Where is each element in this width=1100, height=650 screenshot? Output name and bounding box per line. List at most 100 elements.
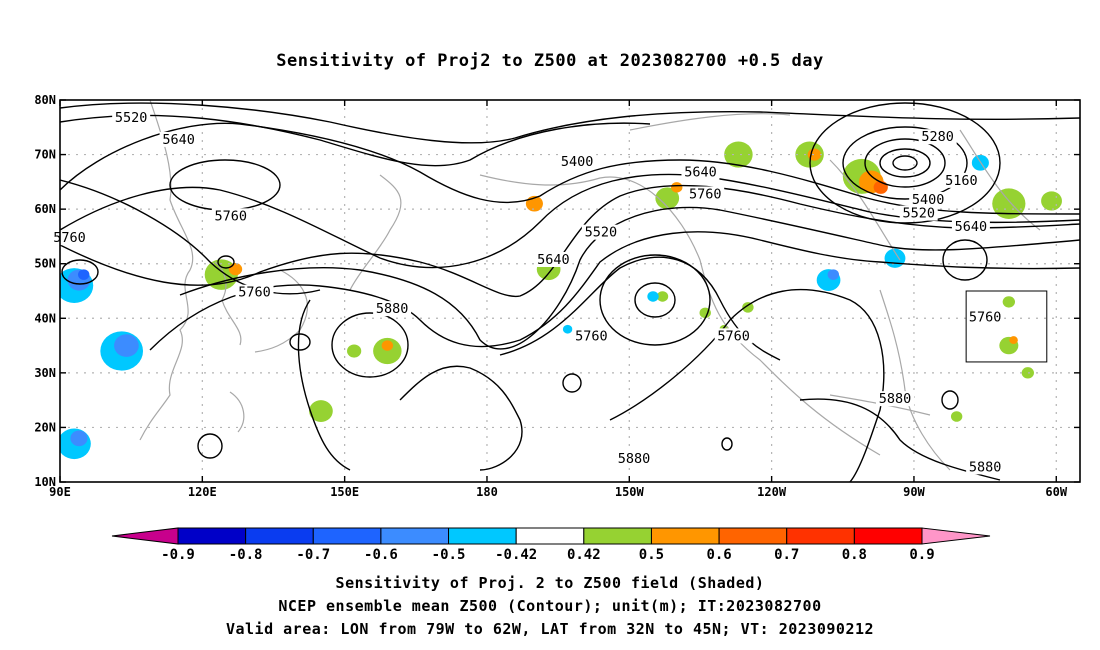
positive-sensitivity-patch: [992, 188, 1026, 219]
colorbar-bin: [448, 527, 517, 545]
contour-label-bg: [235, 284, 274, 300]
lon-tick-label: 120E: [188, 485, 217, 499]
lat-tick-label: 60N: [34, 202, 56, 216]
contour-label-text: 5760: [575, 328, 608, 344]
caption-line-2: NCEP ensemble mean Z500 (Contour); unit(…: [278, 597, 822, 615]
positive-sensitivity-patch: [309, 400, 333, 422]
contour-label-text: 5640: [537, 252, 570, 268]
positive-sensitivity-patch: [1002, 296, 1016, 308]
contour-label: 5760: [966, 309, 1005, 325]
colorbar-label: 0.7: [774, 547, 799, 563]
colorbar-bin: [380, 527, 450, 545]
negative-sensitivity-patch: [70, 430, 88, 447]
contour-label-bg: [966, 459, 1005, 475]
contour-label-text: 5400: [912, 192, 945, 208]
contour-label: 5760: [572, 328, 611, 344]
negative-sensitivity-patch: [827, 269, 839, 280]
colorbar-label: -0.9: [161, 547, 195, 563]
contour-label-bg: [681, 164, 720, 180]
contour-label-bg: [572, 328, 611, 344]
contour-label: 5400: [909, 191, 948, 208]
contour-label-bg: [875, 391, 914, 407]
colorbar-label: -0.6: [364, 547, 398, 563]
colorbar-label: 0.8: [842, 547, 867, 563]
contour-label: 5520: [581, 224, 620, 241]
colorbar-bin: [312, 527, 382, 545]
contour-label: 5880: [615, 451, 654, 467]
contour-label-bg: [714, 328, 753, 344]
contour-label-text: 5520: [585, 225, 618, 241]
contour-label-text: 5520: [115, 110, 148, 126]
colorbar: -0.9 -0.8 -0.7 -0.6 -0.5 -0.42 0.42 0.5 0.6 0.7 0.…: [111, 527, 991, 563]
positive-sensitivity-patch: [655, 187, 680, 210]
contour-label: 5640: [681, 164, 720, 181]
contour-label-text: 5880: [969, 459, 1002, 475]
contour-label-text: 5520: [902, 206, 935, 222]
contour-label-text: 5640: [162, 132, 195, 148]
contour-label-text: 5880: [618, 451, 651, 467]
contour-label-text: 5760: [717, 328, 750, 344]
z500-contours: [60, 102, 1080, 482]
lat-tick-label: 10N: [34, 475, 56, 489]
contour-label-text: 5280: [921, 129, 954, 145]
contour-label-bg: [534, 251, 573, 267]
lon-tick-label: 150W: [615, 485, 645, 499]
contour-label-bg: [899, 205, 938, 221]
negative-sensitivity-patch: [647, 291, 659, 302]
positive-sensitivity-patch: [381, 340, 394, 351]
colorbar-bin: [718, 527, 788, 545]
contour-label: 5520: [112, 110, 151, 126]
positive-sensitivity-patch: [742, 302, 754, 313]
contour-label: 5760: [714, 328, 753, 344]
contour-label-bg: [558, 153, 597, 169]
colorbar-label: 0.5: [639, 547, 664, 563]
caption-line-1: Sensitivity of Proj. 2 to Z500 field (Sh…: [335, 574, 765, 592]
positive-sensitivity-patch: [347, 344, 362, 358]
positive-sensitivity-patch: [950, 411, 963, 422]
contour-label: 5760: [686, 186, 725, 203]
lon-tick-label: 60W: [1045, 485, 1067, 499]
contour-label-text: 5160: [945, 173, 978, 189]
contour-label-bg: [909, 191, 948, 207]
colorbar-bin: [853, 527, 923, 545]
contour-label-text: 5640: [684, 165, 717, 181]
lat-tick-label: 40N: [34, 311, 56, 325]
negative-sensitivity-patch: [78, 269, 90, 280]
lon-tick-label: 180: [476, 485, 498, 499]
contour-label: 5640: [534, 251, 573, 268]
colorbar-label: -0.7: [296, 547, 330, 563]
lon-tick-label: 150E: [330, 485, 359, 499]
contour-label: 5880: [966, 459, 1005, 475]
contour-labels: 5520564057605760576058805400552056405760…: [50, 110, 1005, 475]
contour-label: 5880: [373, 301, 412, 317]
contour-label: 5640: [159, 131, 198, 148]
lat-tick-label: 80N: [34, 93, 56, 107]
caption-line-3: Valid area: LON from 79W to 62W, LAT fro…: [225, 620, 875, 638]
colorbar-label: -0.8: [229, 547, 263, 563]
map-title: Sensitivity of Proj2 to Z500 at 20230827…: [276, 51, 824, 71]
colorbar-bin: [786, 527, 855, 545]
colorbar-label: 0.6: [706, 547, 731, 563]
contour-label: 5160: [942, 172, 981, 189]
contour-label-bg: [581, 224, 620, 240]
contour-label-bg: [951, 219, 990, 235]
contour-label: 5760: [50, 230, 89, 246]
negative-sensitivity-patch: [562, 324, 573, 334]
contour-label: 5280: [918, 129, 957, 145]
colorbar-bin: [650, 527, 720, 545]
contour-label: 5880: [875, 391, 914, 407]
contour-label: 5520: [899, 205, 938, 222]
colorbar-low-cap: [111, 527, 179, 545]
colorbar-bin: [177, 527, 247, 545]
contour-label-bg: [159, 131, 198, 147]
contour-label: 5640: [951, 219, 990, 235]
colorbar-bin: [245, 527, 314, 545]
contour-label: 5760: [235, 284, 274, 301]
contour-label-text: 5640: [955, 219, 988, 235]
contour-label-text: 5760: [215, 208, 248, 224]
contour-label: 5400: [558, 153, 597, 170]
colorbar-label: 0.9: [909, 547, 934, 563]
contour-label-bg: [615, 451, 654, 467]
